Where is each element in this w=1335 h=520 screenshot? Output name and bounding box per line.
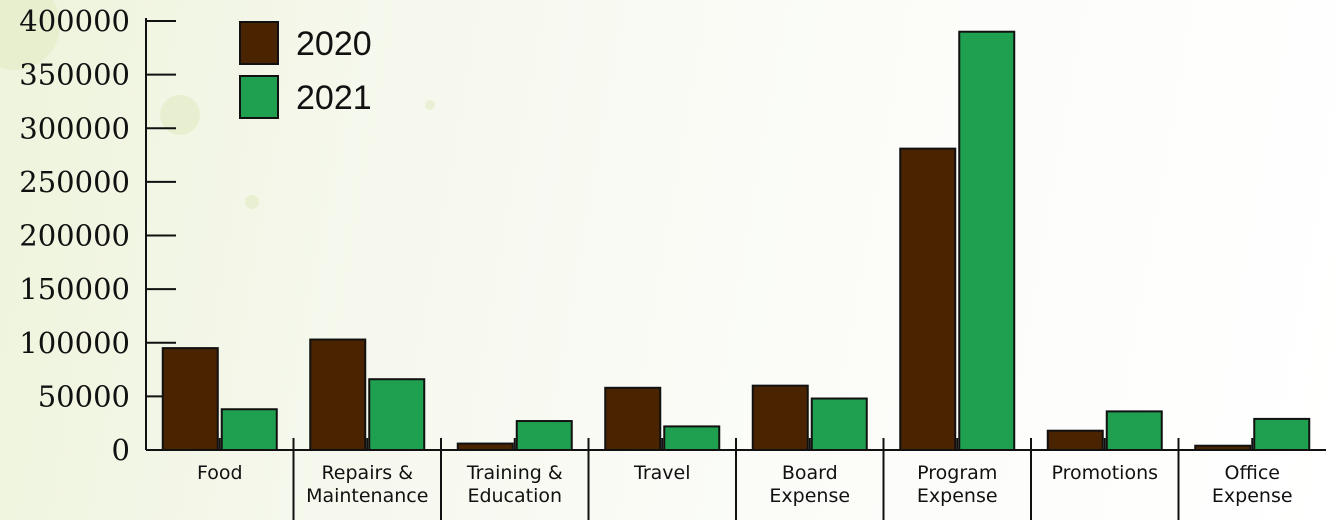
bar-2020-training-education — [456, 442, 514, 452]
x-tick-label: Board Expense — [769, 462, 850, 507]
bar-2021-promotions — [1105, 410, 1163, 452]
y-tick-label: 350000 — [19, 58, 130, 92]
legend-label-2021: 2021 — [296, 79, 372, 117]
bar-2020-promotions — [1046, 429, 1104, 452]
legend: 2020 2021 — [239, 21, 372, 119]
bar-2020-board-expense — [751, 384, 809, 451]
background-blob — [425, 100, 435, 110]
background-blob — [245, 195, 259, 209]
bar-2020-food — [161, 347, 219, 451]
bar-2020-travel — [604, 386, 662, 452]
y-tick-label: 400000 — [19, 4, 130, 38]
bar-2021-board-expense — [810, 397, 868, 451]
axes: 0 50000 100000 150000 200000 250000 300000 3500… — [19, 4, 1326, 520]
legend-label-2020: 2020 — [296, 25, 372, 63]
bar-2021-travel — [663, 425, 721, 451]
x-tick-label: Program Expense — [917, 462, 998, 507]
x-tick-label: Training & Education — [466, 462, 563, 507]
y-tick-label: 200000 — [19, 219, 130, 253]
x-tick-label: Food — [197, 462, 243, 484]
y-tick-label: 0 — [112, 433, 130, 467]
y-tick-label: 250000 — [19, 165, 130, 199]
x-tick-label: Office Expense — [1212, 462, 1293, 507]
bar-2021-repairs-maintenance — [368, 378, 426, 451]
bar-2021-program-expense — [958, 30, 1016, 451]
x-tick-label: Travel — [633, 462, 690, 484]
x-tick-label: Promotions — [1051, 462, 1158, 484]
bar-2020-program-expense — [899, 147, 957, 451]
bars — [161, 30, 1311, 452]
bar-2021-training-education — [515, 420, 573, 452]
y-tick-label: 100000 — [19, 326, 130, 360]
legend-swatch-2020 — [239, 21, 279, 65]
y-tick-label: 50000 — [38, 379, 130, 413]
bar-2021-office-expense — [1253, 417, 1311, 451]
y-tick-label: 300000 — [19, 111, 130, 145]
bar-2020-office-expense — [1194, 444, 1252, 451]
bar-2021-food — [220, 408, 278, 451]
bar-2020-repairs-maintenance — [309, 338, 367, 451]
x-tick-label: Repairs & Maintenance — [306, 462, 428, 507]
legend-swatch-2021 — [239, 75, 279, 119]
y-tick-label: 150000 — [19, 272, 130, 306]
